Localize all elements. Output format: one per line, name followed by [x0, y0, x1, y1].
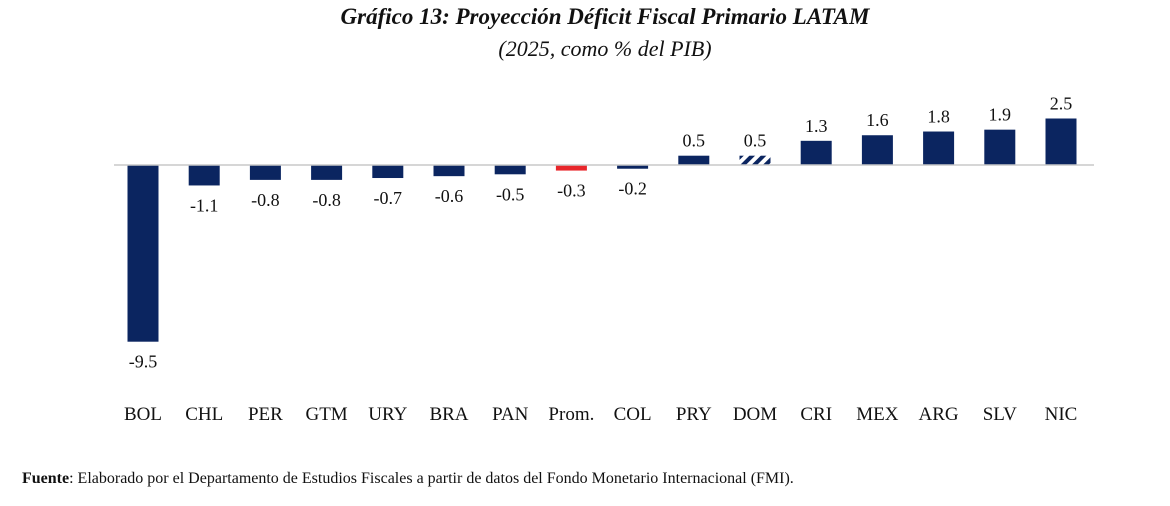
- bar-cri: [800, 140, 832, 165]
- bar-bra: [433, 165, 465, 177]
- x-tick-label: SLV: [983, 404, 1017, 425]
- data-label: 1.8: [927, 107, 950, 127]
- bar-nic: [1045, 118, 1077, 165]
- x-tick-label: NIC: [1045, 404, 1078, 425]
- data-label: -9.5: [129, 352, 158, 372]
- data-label: 2.5: [1050, 94, 1073, 114]
- source-note: Fuente: Elaborado por el Departamento de…: [22, 470, 794, 488]
- data-label: -0.5: [496, 184, 525, 204]
- bar-bol: [127, 165, 159, 342]
- bar-arg: [923, 131, 955, 165]
- chart-title: Gráfico 13: Proyección Déficit Fiscal Pr…: [0, 4, 1170, 30]
- data-label: 1.3: [805, 116, 828, 136]
- bar-prom: [555, 165, 587, 171]
- x-tick-label: BOL: [124, 404, 162, 425]
- bar-mex: [861, 135, 893, 165]
- data-label: -0.2: [618, 179, 647, 199]
- x-tick-label: PRY: [676, 404, 712, 425]
- x-axis-tick-group: BOL CHL PER GTM URY BRA PAN Prom. COL PRY DOM CRI ME…: [124, 404, 1077, 425]
- bar-col: [617, 165, 649, 169]
- x-tick-label: PAN: [492, 404, 529, 425]
- bar-gtm: [311, 165, 343, 180]
- x-tick-label: URY: [368, 404, 407, 425]
- x-tick-label: BRA: [429, 404, 468, 425]
- bar-pan: [494, 165, 526, 175]
- chart-title-rest: : Proyección Déficit Fiscal Primario LAT…: [442, 4, 870, 29]
- data-label: -0.6: [435, 186, 464, 206]
- data-label: 0.5: [683, 131, 706, 151]
- chart-subtitle: (2025, como % del PIB): [498, 36, 712, 61]
- x-tick-label: CRI: [800, 404, 832, 425]
- data-label: -0.3: [557, 181, 586, 201]
- bar-slv: [984, 129, 1016, 165]
- data-label: -1.1: [190, 195, 219, 215]
- x-tick-label: ARG: [919, 404, 959, 425]
- data-label: -0.8: [251, 190, 280, 210]
- data-label: 1.6: [866, 110, 889, 130]
- x-tick-label: COL: [614, 404, 652, 425]
- x-tick-label: PER: [248, 404, 283, 425]
- data-label: -0.7: [374, 188, 403, 208]
- chart-title-prefix: Gráfico 13: [340, 4, 443, 29]
- bar-group: [127, 118, 1077, 342]
- bar-ury: [372, 165, 404, 179]
- bar-per: [249, 165, 281, 180]
- data-label: -0.8: [312, 190, 341, 210]
- source-text: : Elaborado por el Departamento de Estud…: [69, 470, 794, 487]
- data-label: 0.5: [744, 131, 767, 151]
- x-tick-label: GTM: [305, 404, 347, 425]
- x-tick-label: DOM: [733, 404, 777, 425]
- data-label: 1.9: [989, 105, 1012, 125]
- x-tick-label: CHL: [185, 404, 223, 425]
- x-tick-label: Prom.: [548, 404, 594, 425]
- source-label: Fuente: [22, 470, 70, 487]
- bar-chl: [188, 165, 220, 186]
- bar-pry: [678, 155, 710, 165]
- x-tick-label: MEX: [856, 404, 899, 425]
- bar-dom: [739, 155, 771, 165]
- data-label-group: -9.5 -1.1 -0.8 -0.8 -0.7 -0.6 -0.5 -0.3 -0.2 0.5 0…: [129, 94, 1073, 372]
